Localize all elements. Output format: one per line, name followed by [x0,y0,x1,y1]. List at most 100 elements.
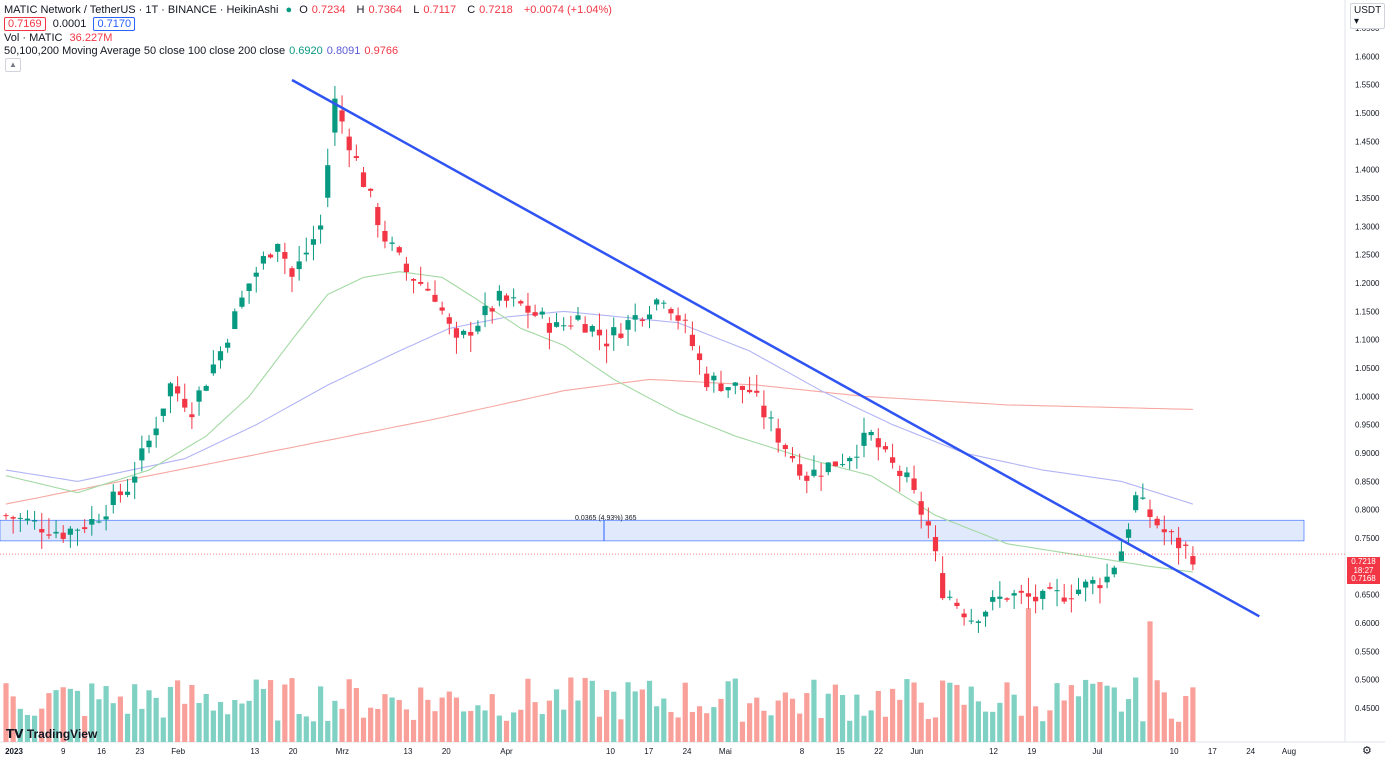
volume-bar [947,682,953,742]
volume-bar [425,699,431,742]
settings-icon[interactable]: ⚙ [1362,745,1372,757]
candle-body [1168,531,1175,533]
candle-body [310,239,317,245]
candle-body [1154,518,1160,526]
volume-bar [682,682,688,742]
candle-body [553,322,560,327]
candle-body [990,597,996,602]
y-tick-label: 1.3500 [1355,194,1380,203]
volume-bar [797,713,803,742]
volume-bar [1011,694,1017,742]
candle-body [225,342,231,348]
y-tick-label: 1.0000 [1355,392,1380,401]
y-tick-label: 1.4500 [1355,137,1380,146]
volume-bar [532,702,538,742]
x-tick-label: Jun [910,747,923,756]
candle-body [74,529,81,531]
candle-body [961,613,967,618]
volume-bar [1061,700,1067,742]
candle-body [160,408,166,416]
volume-bar [368,707,374,742]
candle-body [32,520,38,522]
collapse-icon[interactable]: ▲ [5,58,21,72]
ma100-value: 0.8091 [326,45,361,57]
volume-bar [32,715,38,742]
volume-bar [1083,679,1089,742]
candle-body [146,440,152,448]
volume-bar [253,679,259,742]
volume-bar [589,680,595,742]
candle-body [368,188,374,191]
low-label: L [413,4,420,16]
x-tick-label: Mai [719,747,732,756]
candle-body [1004,598,1010,600]
volume-bar [525,678,531,742]
candle-body [124,491,131,495]
y-tick-label: 1.3000 [1355,222,1380,231]
volume-bar [310,721,317,742]
x-tick-label: 13 [404,747,413,756]
bid-button[interactable]: 0.7169 [4,17,46,31]
x-tick-label: 8 [800,747,805,756]
candle-body [461,330,467,335]
volume-bar [646,680,653,742]
currency-selector[interactable]: USDT ▾ [1350,3,1385,29]
ma-legend[interactable]: 50,100,200 Moving Average 50 close 100 c… [4,44,402,58]
volume-bar [847,720,853,742]
x-tick-label: Jul [1092,747,1102,756]
candle-body [968,620,974,622]
candle-body [382,231,388,242]
candle-body [618,333,624,338]
x-tick-label: 13 [250,747,259,756]
volume-bar [982,711,989,742]
volume-bar [990,711,996,742]
volume-bar [625,682,631,742]
volume-bar [217,701,224,742]
candle-body [46,534,52,536]
tradingview-logo[interactable]: 𝗧𝗩 TradingView [6,727,97,741]
volume-label: Vol · MATIC [4,32,63,44]
symbol-title[interactable]: MATIC Network / TetherUS · 1T · BINANCE … [4,4,279,16]
ask-button[interactable]: 0.7170 [93,17,136,31]
volume-bar [175,680,181,742]
volume-value: 36.227M [69,32,113,44]
y-tick-label: 0.5000 [1355,676,1380,685]
candle-body [1140,497,1146,499]
x-tick-label: 12 [989,747,998,756]
candle-body [904,472,910,478]
candle-body [139,448,145,461]
volume-bar [582,677,588,742]
trendline [291,78,1260,618]
candle-body [882,446,889,450]
chevron-down-icon: ▾ [1354,16,1360,27]
high-value: 0.7364 [368,4,403,16]
close-label: C [467,4,476,16]
volume-bar [10,696,16,742]
candle-body [110,491,116,506]
candle-body [668,308,674,314]
volume-bar [353,687,359,742]
x-tick-label: Mrz [336,747,349,756]
volume-bar [1033,706,1039,742]
volume-bar [275,720,281,742]
candle-body [267,254,274,258]
candle-body [654,299,660,305]
ma-label: 50,100,200 Moving Average 50 close 100 c… [4,45,286,57]
x-tick-label: Feb [171,747,185,756]
volume-bar [282,684,288,742]
volume-bar [1140,721,1146,742]
volume-bar [225,714,231,742]
brand-name: TradingView [26,727,98,741]
y-tick-label: 0.6000 [1355,619,1380,628]
candle-body [1047,587,1053,589]
y-tick-label: 0.7500 [1355,534,1380,543]
candle-body [353,156,359,159]
volume-bar [718,698,724,742]
change-value: +0.0074 (+1.04%) [523,4,612,16]
volume-bar [675,717,681,742]
candle-body [711,375,717,381]
ma50-value: 0.6920 [289,45,323,57]
candle-body [661,302,667,304]
volume-legend[interactable]: Vol · MATIC 36.227M [4,31,116,45]
